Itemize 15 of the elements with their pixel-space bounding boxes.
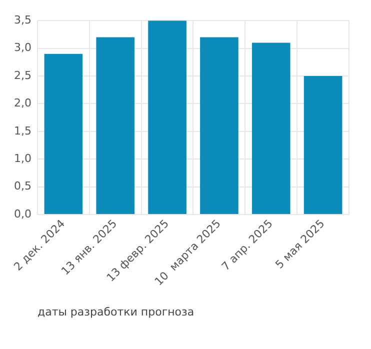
x-axis-title: даты разработки прогноза <box>37 305 194 318</box>
y-tick-label: 0,5 <box>14 180 32 193</box>
y-tick-label: 2,0 <box>14 96 32 110</box>
bar <box>304 76 342 214</box>
y-tick-label: 1,5 <box>14 124 32 138</box>
y-tick-label: 0,0 <box>14 207 32 220</box>
bar <box>44 54 83 214</box>
bar <box>96 37 135 214</box>
y-tick-label: 1,0 <box>14 152 32 165</box>
bar <box>200 37 238 214</box>
bar <box>252 42 290 214</box>
bar <box>148 20 186 214</box>
y-tick-label: 3,5 <box>14 13 32 26</box>
y-tick-label: 3,0 <box>14 41 32 54</box>
y-tick-label: 2,5 <box>14 68 32 82</box>
